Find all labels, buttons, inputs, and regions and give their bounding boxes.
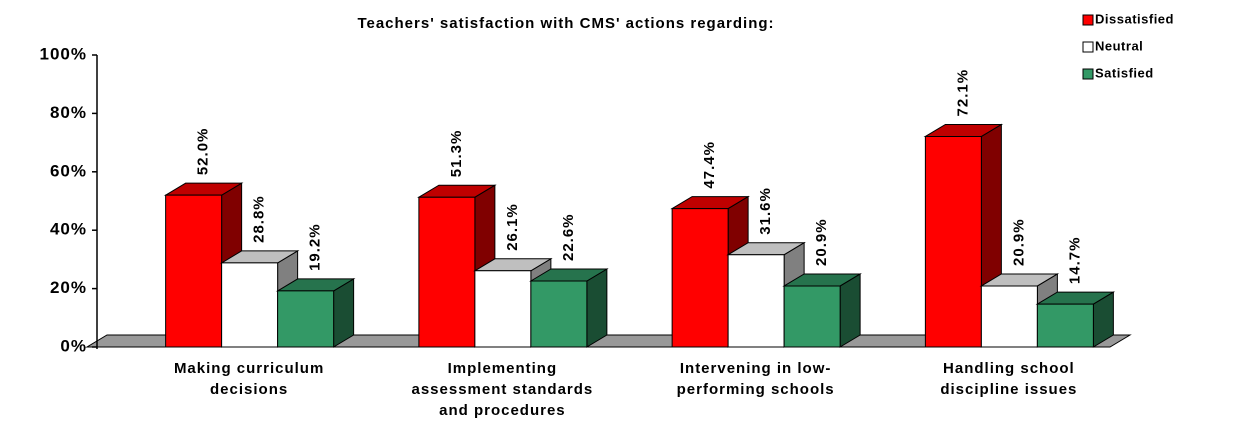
y-tick-label: 0% <box>60 336 87 355</box>
chart-title: Teachers' satisfaction with CMS' actions… <box>357 15 774 32</box>
value-label: 72.1% <box>954 69 971 117</box>
bar-face <box>924 135 982 348</box>
x-tick-label: Implementing assessment standards and pr… <box>411 360 594 419</box>
x-tick-label: Intervening in low-performing schools <box>676 360 835 398</box>
bar <box>275 278 356 348</box>
bar-face <box>727 254 785 348</box>
y-tick-label: 80% <box>50 103 87 122</box>
bar <box>529 268 609 348</box>
bar-face <box>530 280 588 348</box>
value-label: 19.2% <box>307 223 324 271</box>
y-tick-label: 100% <box>40 44 87 63</box>
y-tick-label: 60% <box>50 161 87 180</box>
value-label: 20.9% <box>813 218 830 266</box>
bar-face <box>783 285 841 348</box>
bar-face <box>980 285 1038 348</box>
y-tick-label: 20% <box>50 278 87 297</box>
bar-face <box>221 262 279 348</box>
legend-swatch <box>1082 68 1094 80</box>
value-label: 52.0% <box>195 128 212 176</box>
bar <box>1035 291 1116 348</box>
legend-label: Satisfied <box>1095 65 1154 80</box>
value-label: 47.4% <box>701 141 718 189</box>
x-tick-label: Making curriculum decisions <box>173 360 325 398</box>
bar-face <box>586 268 608 348</box>
value-label: 31.6% <box>757 187 774 235</box>
value-label: 26.1% <box>504 203 521 251</box>
bar-face <box>839 273 861 348</box>
bar-face <box>165 194 223 348</box>
legend-swatch <box>1082 41 1094 53</box>
bar-face <box>277 290 335 348</box>
value-label: 28.8% <box>251 195 268 243</box>
bar <box>782 273 862 348</box>
value-label: 22.6% <box>560 213 577 261</box>
y-tick-label: 40% <box>50 220 87 239</box>
bar-face <box>1036 303 1094 348</box>
legend-swatch <box>1082 14 1094 26</box>
value-label: 20.9% <box>1010 218 1027 266</box>
bar-face <box>474 270 532 348</box>
legend-label: Dissatisfied <box>1095 11 1174 26</box>
bar-face <box>671 208 729 348</box>
legend-label: Neutral <box>1095 38 1143 53</box>
value-label: 14.7% <box>1066 237 1083 285</box>
value-label: 51.3% <box>448 130 465 178</box>
x-tick-label: Handling school discipline issues <box>940 360 1078 398</box>
bar-face <box>418 196 476 348</box>
